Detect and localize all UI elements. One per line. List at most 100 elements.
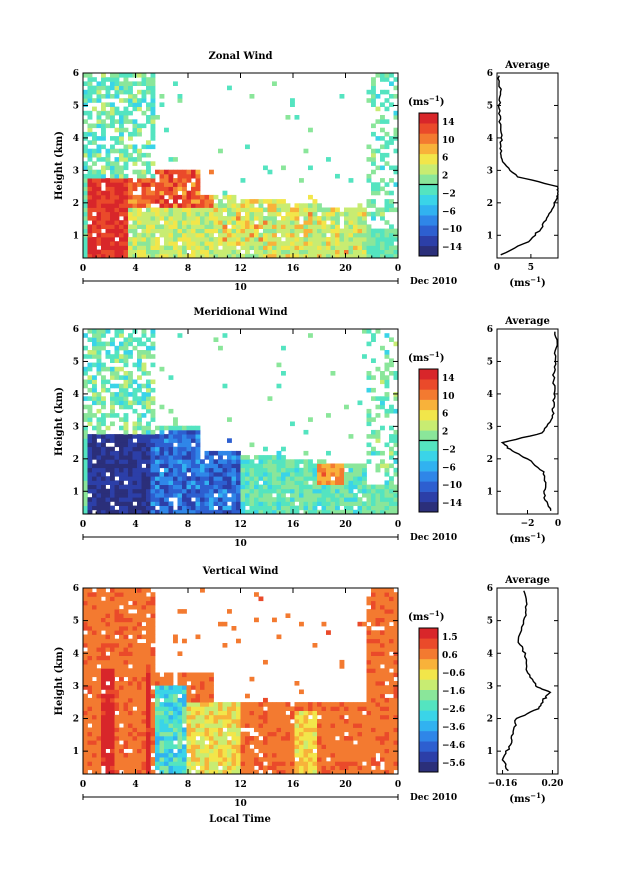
heatmap-cell: [101, 714, 106, 720]
heatmap-cell: [353, 752, 358, 758]
heatmap-cell: [168, 178, 174, 183]
heatmap-cell: [393, 621, 399, 627]
heatmap-cell: [83, 693, 88, 699]
heatmap-cell: [186, 765, 192, 771]
heatmap-cell: [330, 752, 336, 758]
heatmap-cell: [308, 245, 313, 250]
heatmap-cell: [87, 237, 93, 242]
heatmap-cell: [114, 442, 120, 448]
heatmap-cell: [146, 748, 151, 754]
heatmap-cell: [146, 237, 151, 242]
x-tick-label: 8: [185, 264, 191, 274]
heatmap-cell: [119, 89, 124, 95]
heatmap-cell: [245, 476, 250, 481]
heatmap-cell: [141, 497, 147, 502]
heatmap-cell: [128, 350, 133, 355]
heatmap-cell: [119, 455, 124, 460]
heatmap-cell: [168, 676, 174, 682]
heatmap-cell: [105, 509, 111, 515]
heatmap-cell: [177, 333, 183, 338]
heatmap-cell: [236, 497, 241, 502]
heatmap-cell: [335, 211, 340, 217]
heatmap-cell: [303, 488, 309, 494]
avg-y-tick-label: 4: [487, 649, 493, 659]
heatmap-cell: [389, 757, 394, 762]
heatmap-cell: [384, 727, 390, 733]
heatmap-cell: [249, 497, 255, 502]
heatmap-cell: [389, 689, 394, 695]
heatmap-cell: [119, 329, 124, 334]
heatmap-cell: [141, 710, 147, 716]
heatmap-cell: [254, 710, 259, 716]
heatmap-cell: [389, 463, 394, 469]
heatmap-cell: [141, 173, 147, 179]
heatmap-cell: [195, 672, 201, 678]
heatmap-cell: [344, 480, 349, 485]
heatmap-cell: [128, 697, 133, 703]
heatmap-cell: [366, 719, 372, 724]
heatmap-cell: [101, 207, 106, 213]
heatmap-cell: [96, 228, 102, 234]
heatmap-cell: [348, 731, 354, 737]
heatmap-cell: [119, 651, 124, 656]
heatmap-cell: [119, 438, 124, 443]
heatmap-cell: [195, 681, 201, 686]
heatmap-cell: [231, 736, 237, 741]
heatmap-cell: [173, 638, 178, 644]
heatmap-cell: [182, 253, 187, 259]
heatmap-cell: [173, 455, 178, 460]
heatmap-cell: [258, 761, 264, 766]
heatmap-cell: [114, 345, 120, 351]
heatmap-cell: [195, 203, 201, 208]
heatmap-cell: [267, 488, 273, 494]
heatmap-cell: [92, 626, 97, 631]
heatmap-cell: [110, 689, 115, 695]
heatmap-cell: [146, 186, 151, 192]
heatmap-cell: [159, 681, 165, 686]
heatmap-cell: [92, 89, 97, 95]
heatmap-cell: [119, 509, 124, 515]
heatmap-cell: [384, 765, 390, 771]
heatmap-cell: [375, 748, 381, 754]
heatmap-cell: [96, 148, 102, 154]
heatmap-cell: [150, 634, 156, 640]
heatmap-cell: [177, 442, 183, 448]
heatmap-cell: [389, 736, 394, 741]
heatmap-cell: [132, 455, 138, 460]
heatmap-cell: [227, 199, 232, 204]
heatmap-cell: [389, 714, 394, 720]
heatmap-cell: [362, 228, 367, 234]
heatmap-cell: [384, 366, 390, 372]
heatmap-cell: [371, 484, 376, 490]
heatmap-cell: [114, 748, 120, 754]
heatmap-cell: [380, 127, 385, 133]
heatmap-cell: [312, 740, 318, 745]
heatmap-cell: [393, 752, 399, 758]
heatmap-cell: [119, 626, 124, 631]
heatmap-cell: [366, 672, 372, 678]
heatmap-cell: [146, 702, 151, 707]
heatmap-cell: [249, 467, 255, 473]
heatmap-cell: [366, 659, 372, 665]
heatmap-cell: [96, 643, 102, 648]
date-suffix: Dec 2010: [410, 533, 457, 543]
heatmap-cell: [137, 693, 142, 699]
heatmap-cell: [146, 178, 151, 183]
heatmap-cell: [366, 655, 372, 661]
heatmap-cell: [141, 596, 147, 602]
heatmap-cell: [137, 396, 142, 401]
heatmap-cell: [227, 220, 232, 225]
heatmap-cell: [114, 613, 120, 618]
heatmap-cell: [209, 693, 214, 699]
heatmap-cell: [96, 220, 102, 225]
heatmap-cell: [92, 744, 97, 749]
heatmap-cell: [119, 152, 124, 158]
heatmap-cell: [308, 228, 313, 234]
heatmap-cell: [155, 727, 160, 733]
heatmap-cell: [357, 237, 363, 242]
colorbar-swatch: [419, 369, 438, 380]
heatmap-cell: [231, 463, 237, 469]
heatmap-cell: [141, 604, 147, 610]
heatmap-cell: [132, 681, 138, 686]
heatmap-cell: [380, 613, 385, 618]
